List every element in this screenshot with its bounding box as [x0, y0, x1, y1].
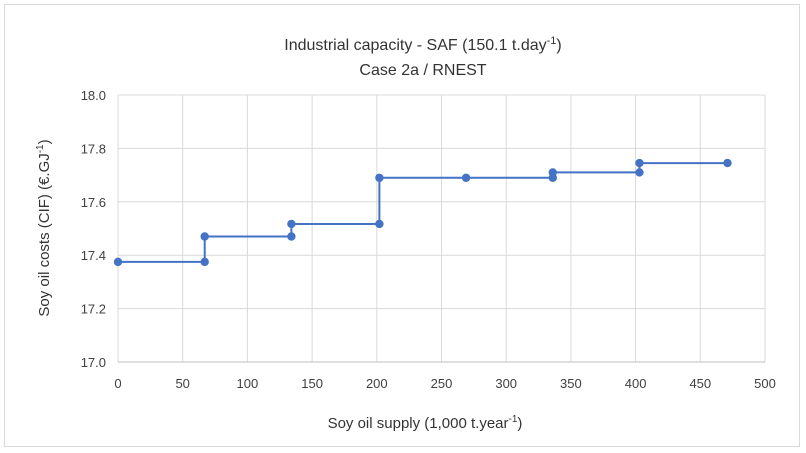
data-point: [461, 173, 471, 182]
x-tick-label: 200: [366, 376, 388, 391]
data-point: [635, 168, 644, 177]
x-tick-label: 150: [301, 376, 323, 391]
y-tick-label: 17.4: [81, 248, 106, 263]
data-point: [200, 232, 209, 241]
x-tick-label: 50: [175, 376, 189, 391]
chart-frame: Industrial capacity - SAF (150.1 t.day-1…: [4, 4, 800, 447]
x-tick-label: 300: [495, 376, 517, 391]
y-tick-label: 17.6: [81, 195, 106, 210]
data-point: [375, 173, 384, 182]
y-tick-label: 17.8: [81, 141, 106, 156]
data-point: [635, 158, 644, 168]
x-tick-label: 450: [689, 376, 711, 391]
step-line-chart: Industrial capacity - SAF (150.1 t.day-1…: [35, 35, 776, 432]
data-point: [200, 257, 209, 267]
data-point: [113, 257, 123, 267]
x-tick-label: 350: [560, 376, 582, 391]
chart-title-line2: Case 2a / RNEST: [359, 62, 486, 79]
x-tick-label: 0: [114, 376, 121, 391]
chart-title-line1: Industrial capacity - SAF (150.1 t.day-1…: [284, 35, 561, 54]
x-tick-label: 250: [431, 376, 453, 391]
y-tick-label: 18.0: [81, 88, 106, 103]
y-tick-label: 17.2: [81, 302, 106, 317]
data-point: [287, 219, 296, 229]
data-point: [548, 168, 557, 177]
y-axis-label: Soy oil costs (CIF) (€.GJ-1): [35, 139, 53, 316]
x-axis-label: Soy oil supply (1,000 t.year-1): [328, 414, 523, 432]
y-tick-label: 17.0: [81, 355, 106, 370]
x-tick-label: 500: [754, 376, 776, 391]
x-tick-label: 100: [237, 376, 259, 391]
x-tick-label: 400: [625, 376, 647, 391]
data-point: [375, 219, 384, 229]
data-point: [287, 232, 296, 241]
data-point: [723, 158, 732, 168]
